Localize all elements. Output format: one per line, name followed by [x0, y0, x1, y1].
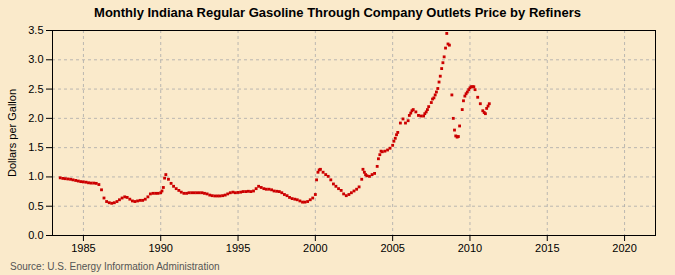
svg-text:2015: 2015 — [535, 242, 559, 254]
svg-text:3.5: 3.5 — [28, 24, 43, 36]
svg-text:2.0: 2.0 — [28, 112, 43, 124]
svg-text:2.5: 2.5 — [28, 83, 43, 95]
svg-text:0.5: 0.5 — [28, 200, 43, 212]
svg-text:2005: 2005 — [380, 242, 404, 254]
svg-text:1.5: 1.5 — [28, 141, 43, 153]
svg-text:1990: 1990 — [148, 242, 172, 254]
svg-text:1985: 1985 — [71, 242, 95, 254]
svg-text:2000: 2000 — [303, 242, 327, 254]
svg-text:Dollars per Gallon: Dollars per Gallon — [6, 89, 18, 177]
html-text:Source: U.S. Energy Informatio: Source: U.S. Energy Information Administ… — [10, 261, 220, 272]
svg-text:2010: 2010 — [458, 242, 482, 254]
svg-text:2020: 2020 — [612, 242, 636, 254]
svg-text:1995: 1995 — [226, 242, 250, 254]
html-text:Monthly Indiana Regular Gasoli: Monthly Indiana Regular Gasoline Through… — [94, 5, 581, 20]
svg-text:0.0: 0.0 — [28, 229, 43, 241]
svg-text:3.0: 3.0 — [28, 53, 43, 65]
svg-text:1.0: 1.0 — [28, 170, 43, 182]
